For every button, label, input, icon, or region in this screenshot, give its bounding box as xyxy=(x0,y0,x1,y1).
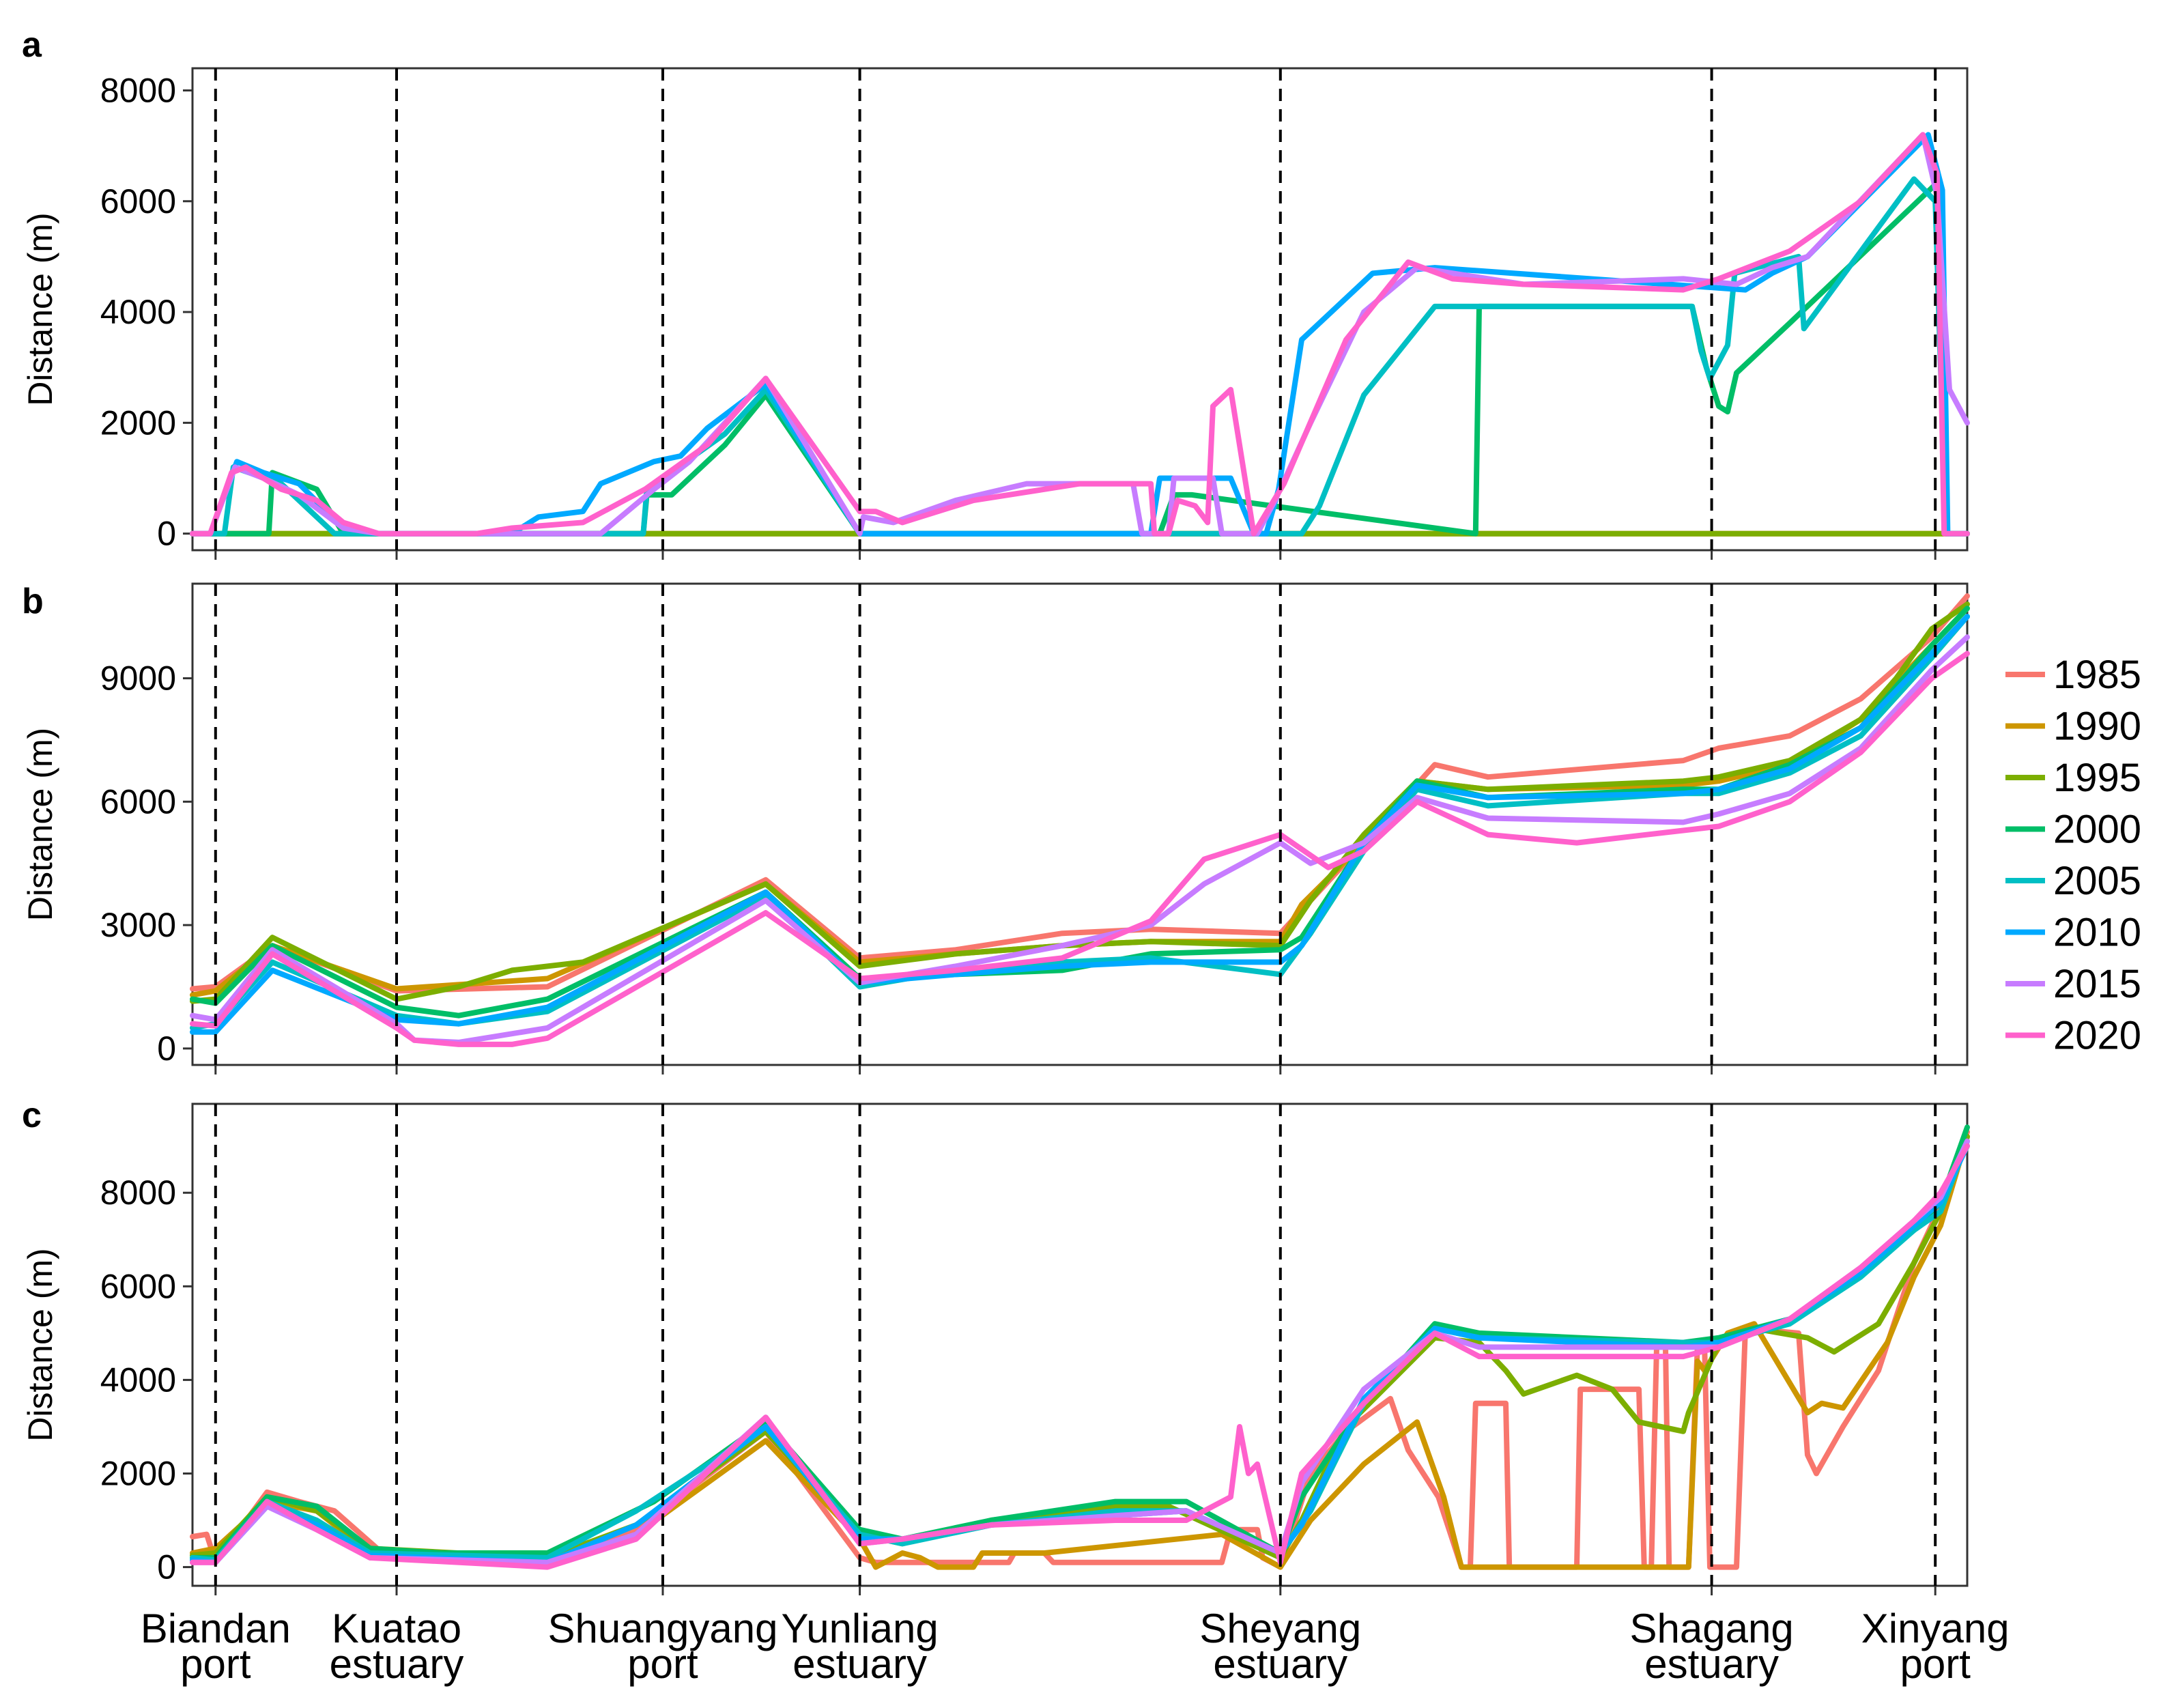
y-tick-label: 8000 xyxy=(100,1173,176,1212)
y-tick-label: 2000 xyxy=(100,403,176,442)
site-label-line1: Xinyang xyxy=(1861,1606,2010,1651)
panel-label: b xyxy=(22,582,44,621)
plot-frame xyxy=(191,67,1969,552)
legend-item-2010: 2010 xyxy=(2005,911,2141,955)
y-tick-label: 4000 xyxy=(100,293,176,331)
y-tick-label: 6000 xyxy=(100,182,176,220)
site-label-line2: estuary xyxy=(1644,1641,1779,1687)
site-label-line1: Biandan xyxy=(141,1606,291,1651)
site-label-line2: port xyxy=(180,1641,251,1687)
y-axis-title: Distance (m) xyxy=(21,728,59,921)
panel-label: c xyxy=(22,1096,42,1135)
site-label-line2: port xyxy=(1900,1641,1971,1687)
y-tick-label: 0 xyxy=(157,1548,176,1586)
plot-frame xyxy=(191,582,1969,1066)
site-label: Shagang estuary xyxy=(1629,1606,1793,1687)
series-line-1995 xyxy=(190,601,1970,1004)
site-label-line1: Shuangyang xyxy=(548,1606,778,1651)
y-tick-label: 6000 xyxy=(100,782,176,821)
y-axis-title: Distance (m) xyxy=(21,1248,59,1441)
site-label: Yunliang estuary xyxy=(781,1606,938,1687)
site-label: Sheyang estuary xyxy=(1199,1606,1361,1687)
y-tick-label: 3000 xyxy=(100,906,176,944)
site-label-line2: port xyxy=(627,1641,698,1687)
site-label-line1: Kuatao xyxy=(332,1606,461,1651)
site-label: Kuatao estuary xyxy=(330,1606,464,1687)
series-line-1985 xyxy=(190,593,1970,994)
legend-item-1985: 1985 xyxy=(2005,653,2141,697)
site-label-line2: estuary xyxy=(792,1641,927,1687)
legend-label: 2020 xyxy=(2053,1014,2141,1058)
panel-label: a xyxy=(22,25,42,65)
legend-label: 1990 xyxy=(2053,704,2141,749)
legend-item-2000: 2000 xyxy=(2005,808,2141,852)
site-label-line1: Sheyang xyxy=(1199,1606,1361,1651)
site-label-line2: estuary xyxy=(1213,1641,1347,1687)
series-line-2010 xyxy=(190,614,1970,1035)
y-tick-label: 9000 xyxy=(100,659,176,698)
legend-item-2020: 2020 xyxy=(2005,1014,2141,1058)
panel-c: c Distance (m) 0 2000 4000 6000 8000 xyxy=(21,1096,1970,1595)
site-label: Biandan port xyxy=(141,1606,291,1687)
site-label: Shuangyang port xyxy=(548,1606,778,1687)
series-line-2020 xyxy=(190,1143,1970,1570)
y-axis-title: Distance (m) xyxy=(21,212,59,405)
legend-label: 2015 xyxy=(2053,962,2141,1006)
site-label: Xinyang port xyxy=(1861,1606,2010,1687)
legend-item-2015: 2015 xyxy=(2005,962,2141,1006)
legend-item-1990: 1990 xyxy=(2005,704,2141,749)
legend-item-2005: 2005 xyxy=(2005,859,2141,903)
legend-label: 2010 xyxy=(2053,911,2141,955)
legend-label: 1985 xyxy=(2053,653,2141,697)
legend-label: 2000 xyxy=(2053,808,2141,852)
y-tick-label: 8000 xyxy=(100,71,176,109)
y-tick-label: 0 xyxy=(157,1029,176,1068)
panels: a Distance (m) 0 2000 4000 6000 8000 b Distance … xyxy=(21,25,1970,1595)
site-label-line1: Shagang xyxy=(1629,1606,1793,1651)
site-label-line2: estuary xyxy=(330,1641,464,1687)
y-tick-label: 4000 xyxy=(100,1361,176,1399)
site-label-line1: Yunliang xyxy=(781,1606,938,1651)
series-line-2005 xyxy=(190,176,1970,537)
legend: 1985 1990 1995 2000 2005 2010 2015 2020 xyxy=(2005,653,2141,1058)
y-tick-label: 6000 xyxy=(100,1267,176,1305)
series-line-2020 xyxy=(190,132,1970,537)
legend-label: 2005 xyxy=(2053,859,2141,903)
legend-label: 1995 xyxy=(2053,756,2141,800)
legend-item-1995: 1995 xyxy=(2005,756,2141,800)
series-line-2020 xyxy=(190,651,1970,1047)
y-tick-label: 2000 xyxy=(100,1454,176,1492)
panel-b: b Distance (m) 0 3000 6000 9000 xyxy=(21,582,1970,1074)
panel-a: a Distance (m) 0 2000 4000 6000 8000 xyxy=(21,25,1970,560)
y-tick-label: 0 xyxy=(157,515,176,553)
